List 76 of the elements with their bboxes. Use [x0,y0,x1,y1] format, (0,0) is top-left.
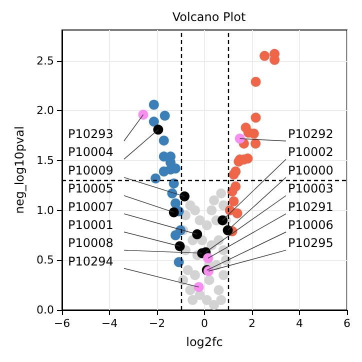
point [194,282,204,292]
annotation: P10294 [68,254,114,268]
y-tick-label: 2.0 [36,104,54,118]
x-tick-label: 4 [296,317,303,330]
point [158,136,169,146]
point [182,265,193,276]
point [170,198,181,208]
annotation: P10003 [288,182,334,196]
point [227,186,238,196]
y-axis-title: neg_log10pval [12,126,27,214]
x-tick-label: 0 [201,317,208,330]
point [180,191,190,202]
x-tick-label: 6 [344,317,350,330]
point [168,178,179,188]
x-tick-label: 2 [248,317,256,330]
point [185,285,196,296]
point [214,285,224,296]
point [190,205,200,216]
point [170,230,181,240]
point [250,76,261,87]
point [167,188,178,198]
point [174,257,184,268]
point [190,270,200,280]
point [138,110,148,120]
point [250,138,261,149]
y-tick-label: 0.0 [36,304,54,316]
point [206,205,217,216]
point [204,275,214,286]
annotation: P10295 [288,236,334,250]
chart-title: Volcano Plot [172,10,246,24]
point [228,196,239,206]
annotation: P10005 [68,182,114,196]
point [148,116,159,127]
point [168,207,179,218]
y-tick-label: 2.5 [36,54,54,68]
annotation: P10009 [68,163,114,178]
annotation: P10007 [68,200,114,214]
annotation: P10004 [68,145,114,160]
y-tick-label: 1.0 [36,204,54,217]
x-axis-title: log2fc [186,335,223,349]
x-tick-label: −2 [148,317,166,330]
point [209,300,219,310]
point [194,215,205,226]
point [192,229,202,240]
y-tick-label: 0.5 [36,254,54,267]
annotation: P10291 [288,200,334,214]
point [202,295,212,306]
point [202,220,212,230]
annotation: P10001 [68,218,114,232]
x-tick-label: −6 [54,317,70,330]
y-tick-label: 1.5 [36,154,54,168]
point [148,100,159,110]
point [153,124,164,135]
annotation: P10002 [288,145,334,160]
point [188,295,198,306]
point [218,270,228,280]
point [216,188,226,198]
point [218,215,228,226]
x-tick-label: −4 [101,317,118,330]
annotation: P10008 [68,236,114,250]
point [160,110,170,121]
point [250,112,261,123]
point [228,169,239,180]
annotation: P10006 [288,218,334,232]
annotation: P10000 [288,163,334,178]
annotation: P10293 [68,127,114,141]
point [203,253,214,264]
point [218,245,228,256]
point [232,208,242,218]
point [150,173,161,184]
point [234,134,245,144]
point [216,295,226,306]
point [260,50,270,61]
annotation: P10292 [288,127,334,141]
point [243,128,254,138]
point [209,195,219,206]
